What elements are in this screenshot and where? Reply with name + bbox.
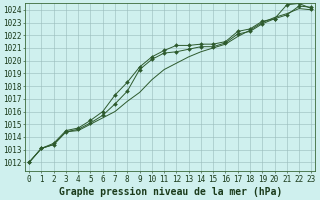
X-axis label: Graphe pression niveau de la mer (hPa): Graphe pression niveau de la mer (hPa) bbox=[59, 186, 282, 197]
